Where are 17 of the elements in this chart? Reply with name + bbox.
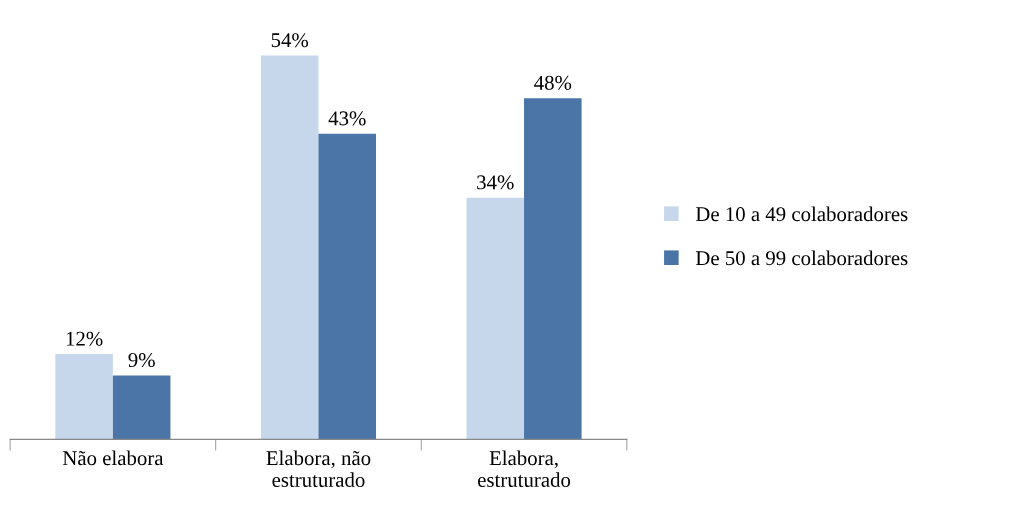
bar [524,98,582,440]
data-label: 34% [477,175,514,190]
bar [260,55,319,440]
x-tick-label: Não elabora [62,450,164,466]
data-label: 43% [328,111,366,126]
x-tick-label: Elabora, não estruturado [266,450,371,487]
data-label: 48% [534,75,572,90]
bar [55,354,113,440]
data-label: 9% [128,352,155,368]
data-label: 12% [66,331,103,346]
bar [466,197,525,440]
bar [112,375,171,440]
x-tick-label: Elabora, estruturado [477,450,571,487]
bar [318,133,377,440]
legend-label: De 10 a 49 colaboradores [695,206,908,222]
data-label: 54% [271,33,309,48]
legend-label: De 50 a 99 colaboradores [695,250,908,266]
